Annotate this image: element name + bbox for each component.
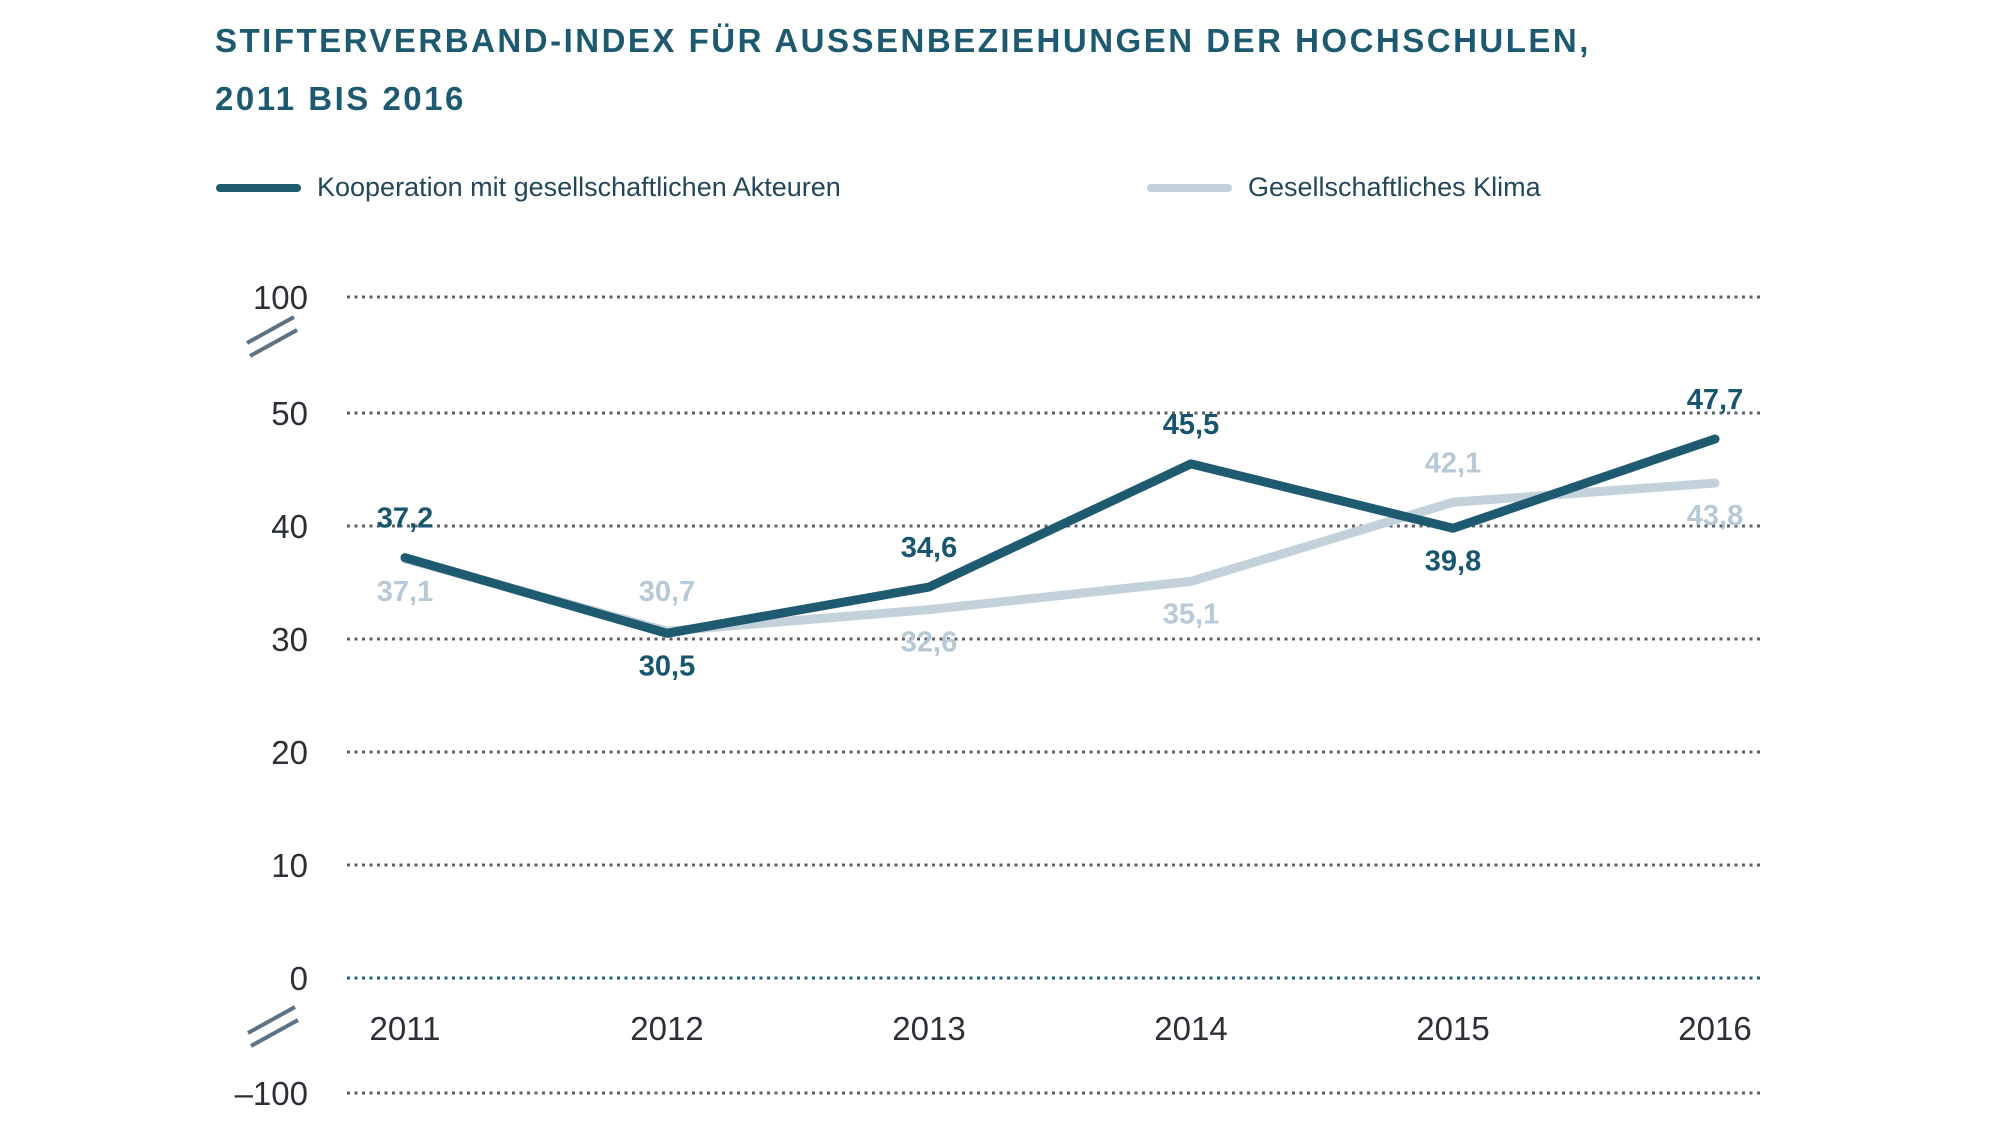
y-axis-tick-label: 50 xyxy=(271,395,308,432)
series-line xyxy=(400,434,1720,638)
legend-label-kooperation: Kooperation mit gesellschaftlichen Akteu… xyxy=(317,172,841,202)
x-axis-tick-label: 2016 xyxy=(1678,1010,1751,1047)
y-axis-tick-label: 10 xyxy=(271,847,308,884)
x-axis-tick-label: 2011 xyxy=(370,1010,441,1047)
data-point-label: 30,5 xyxy=(639,650,695,682)
legend-line-swatch-secondary xyxy=(1147,183,1232,192)
data-point-label: 35,1 xyxy=(1163,598,1219,630)
x-axis-tick-label: 2012 xyxy=(630,1010,703,1047)
page-title-line2: 2011 BIS 2016 xyxy=(215,80,466,117)
data-point-label: 37,2 xyxy=(377,503,433,535)
page-title-line1: STIFTERVERBAND-INDEX FÜR AUSSENBEZIEHUNG… xyxy=(215,22,1591,59)
data-point-label: 42,1 xyxy=(1425,447,1481,479)
data-point-label: 39,8 xyxy=(1425,545,1481,577)
data-point-label: 45,5 xyxy=(1163,409,1219,441)
legend: Kooperation mit gesellschaftlichen Akteu… xyxy=(0,172,2000,212)
data-point-label: 30,7 xyxy=(639,576,695,608)
page-title: STIFTERVERBAND-INDEX FÜR AUSSENBEZIEHUNG… xyxy=(215,12,1715,128)
axis-break-icon xyxy=(246,315,295,345)
y-axis-tick-label: 30 xyxy=(271,621,308,658)
x-axis-tick-label: 2014 xyxy=(1154,1010,1227,1047)
data-point-label: 43,8 xyxy=(1687,500,1743,532)
legend-line-swatch-primary xyxy=(216,183,301,192)
data-point-label: 32,6 xyxy=(901,627,957,659)
y-axis-tick-label: 40 xyxy=(271,508,308,545)
axis-break-icon xyxy=(247,1005,296,1035)
axis-break-icon xyxy=(249,328,298,358)
legend-item-kooperation: Kooperation mit gesellschaftlichen Akteu… xyxy=(216,172,841,203)
legend-item-klima: Gesellschaftliches Klima xyxy=(1147,172,1541,203)
y-axis-tick-label: 100 xyxy=(253,279,308,316)
x-axis-tick-label: 2013 xyxy=(892,1010,965,1047)
data-point-label: 37,1 xyxy=(377,576,433,608)
axis-break-icon xyxy=(250,1018,299,1048)
data-point-label: 47,7 xyxy=(1687,384,1743,416)
x-axis-tick-label: 2015 xyxy=(1416,1010,1489,1047)
y-axis-tick-label: 20 xyxy=(271,734,308,771)
legend-label-klima: Gesellschaftliches Klima xyxy=(1248,172,1541,202)
y-axis-tick-label: 0 xyxy=(290,960,308,997)
y-axis-tick-label: –100 xyxy=(235,1075,308,1112)
data-point-label: 34,6 xyxy=(901,532,957,564)
